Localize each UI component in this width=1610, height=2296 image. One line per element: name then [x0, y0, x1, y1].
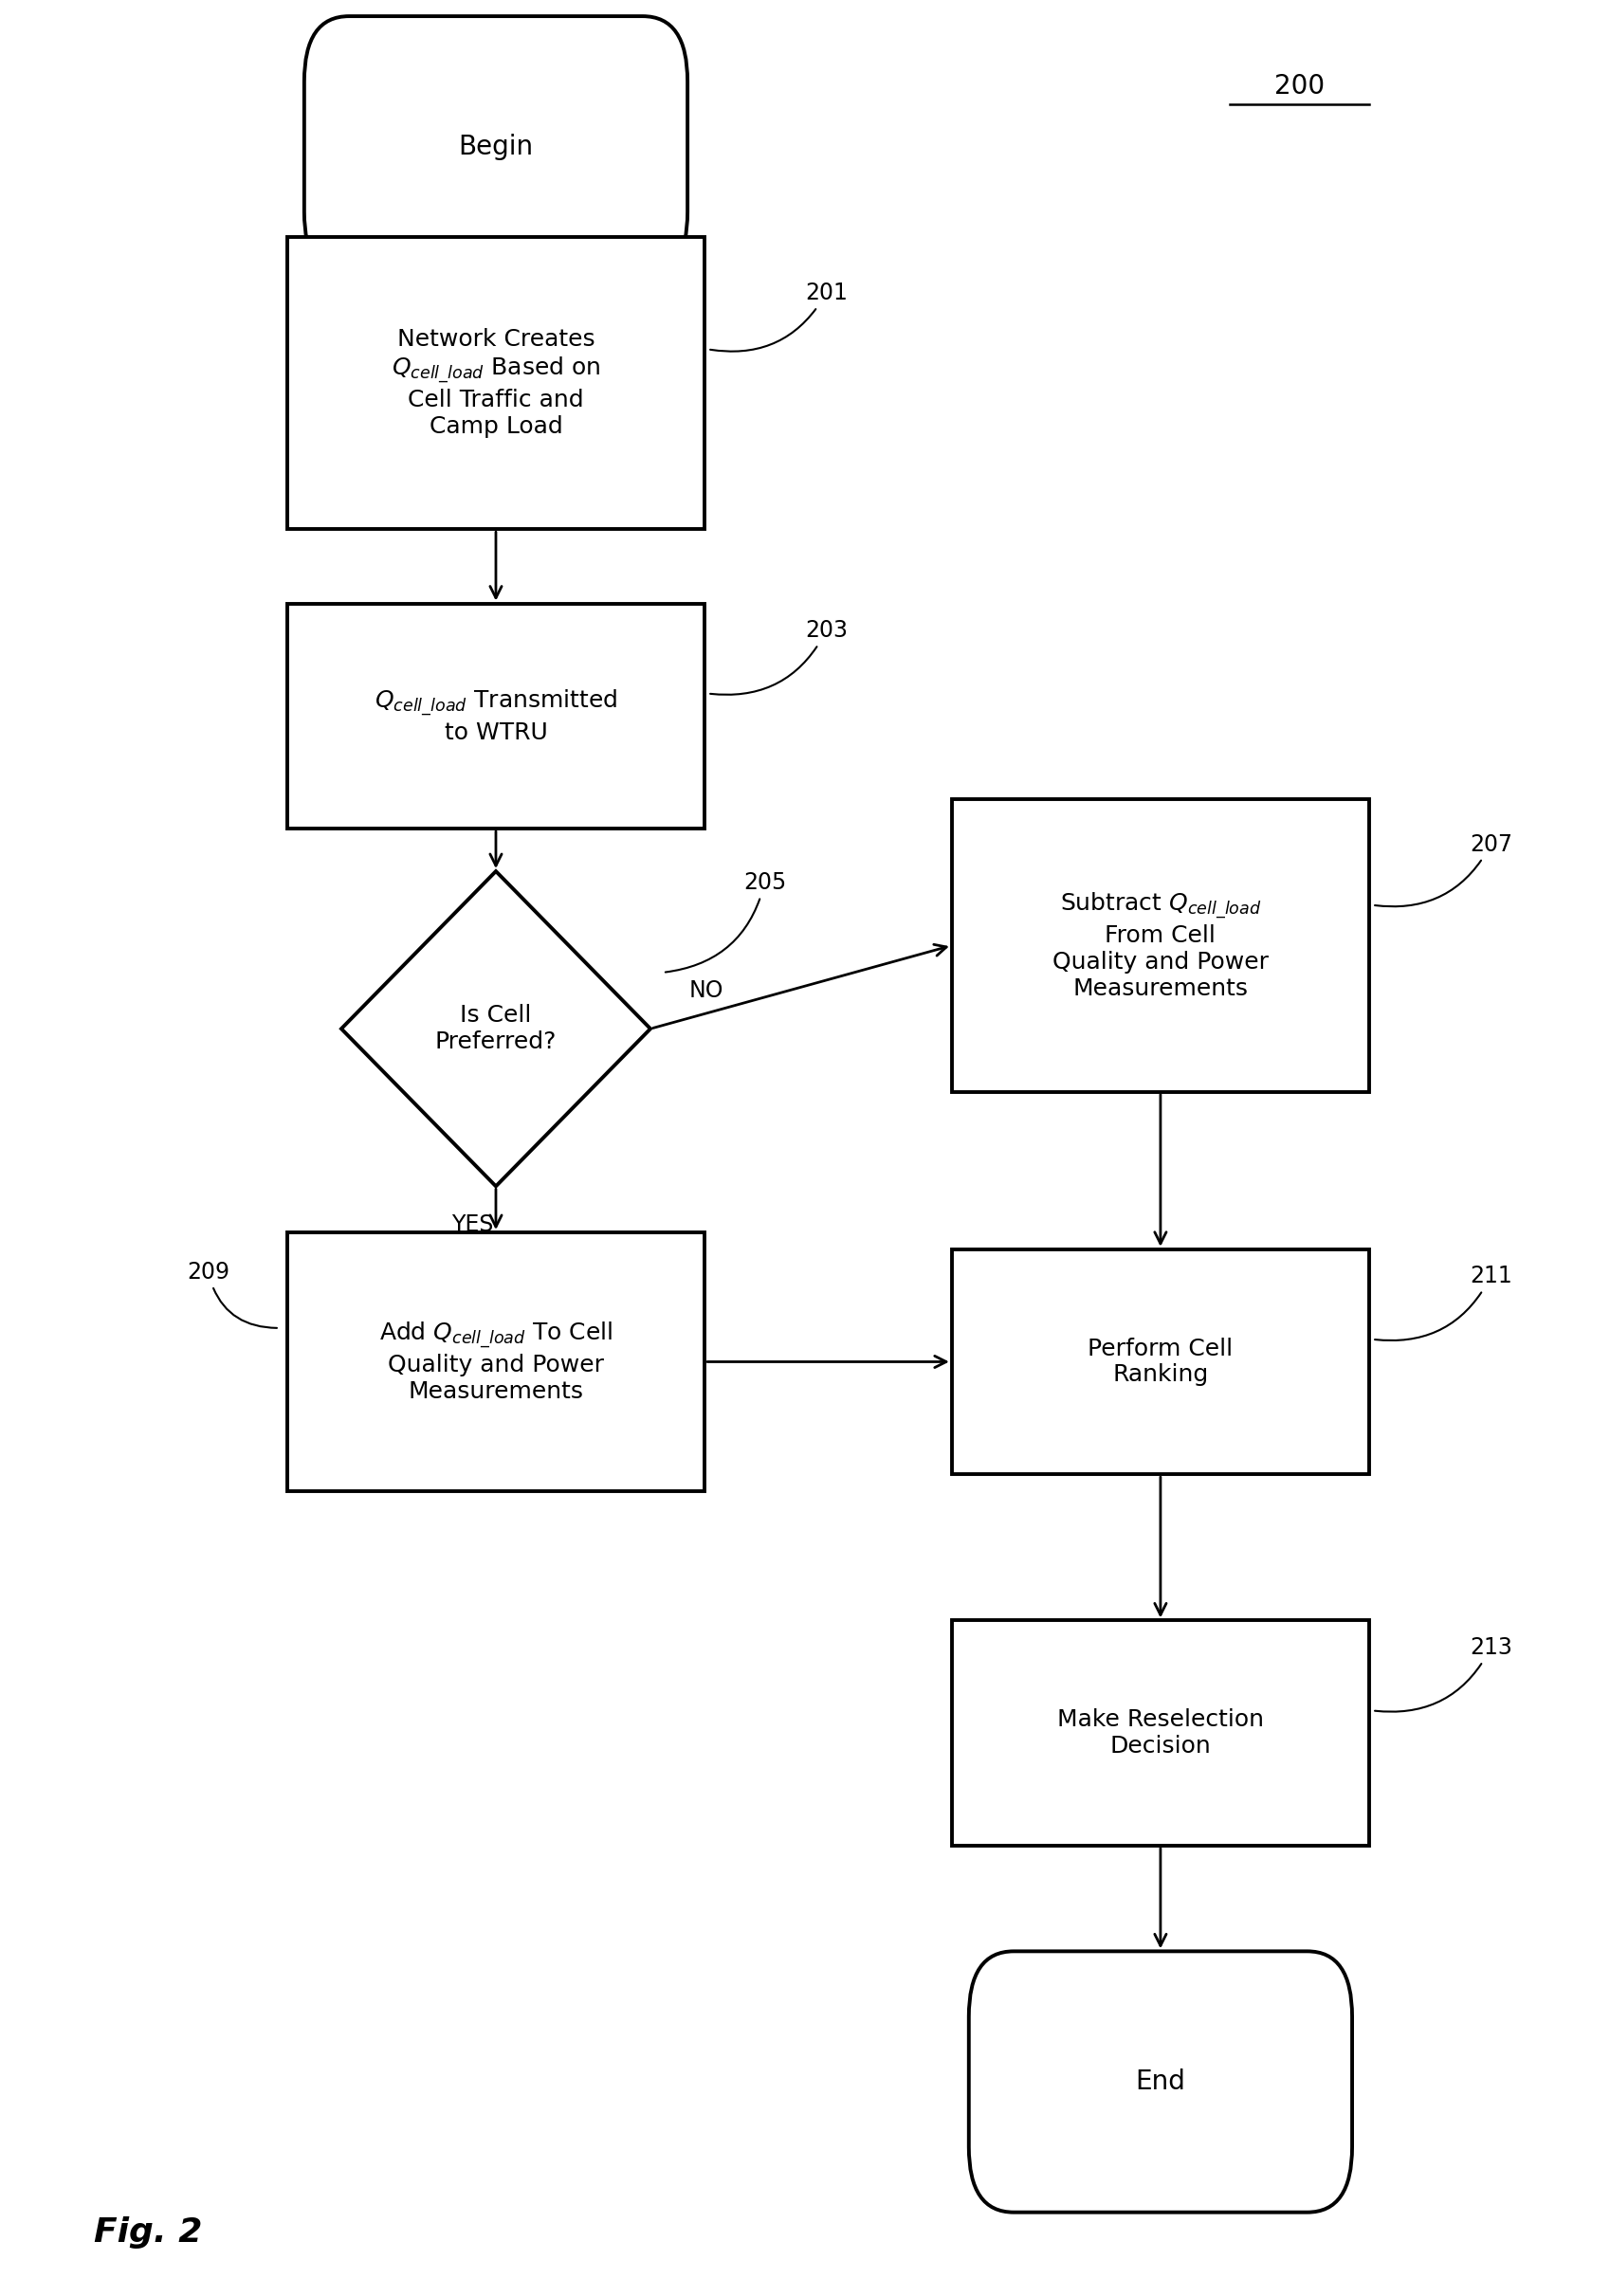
Text: 213: 213 [1375, 1637, 1512, 1713]
Text: $Q_{cell\_load}$ Transmitted
to WTRU: $Q_{cell\_load}$ Transmitted to WTRU [375, 689, 617, 744]
Text: 200: 200 [1275, 73, 1325, 99]
FancyBboxPatch shape [969, 1952, 1352, 2213]
Text: NO: NO [689, 978, 723, 1001]
Text: Fig. 2: Fig. 2 [93, 2216, 203, 2248]
Text: YES: YES [452, 1212, 494, 1235]
Polygon shape [341, 870, 650, 1187]
Text: 209: 209 [187, 1261, 277, 1327]
Text: 205: 205 [665, 870, 786, 971]
Text: 201: 201 [710, 282, 847, 351]
Bar [287, 236, 705, 530]
Bar [952, 799, 1368, 1093]
Text: 207: 207 [1375, 833, 1512, 907]
Text: Is Cell
Preferred?: Is Cell Preferred? [435, 1003, 557, 1054]
Text: Add $Q_{cell\_load}$ To Cell
Quality and Power
Measurements: Add $Q_{cell\_load}$ To Cell Quality and… [378, 1320, 613, 1403]
Bar [287, 604, 705, 829]
Bar [952, 1621, 1368, 1846]
Text: Perform Cell
Ranking: Perform Cell Ranking [1088, 1336, 1233, 1387]
Bar [952, 1249, 1368, 1474]
Text: Make Reselection
Decision: Make Reselection Decision [1058, 1708, 1264, 1756]
Text: 203: 203 [710, 620, 848, 696]
Text: End: End [1135, 2069, 1185, 2094]
Text: Network Creates
$Q_{cell\_load}$ Based on
Cell Traffic and
Camp Load: Network Creates $Q_{cell\_load}$ Based o… [391, 328, 601, 439]
Text: Begin: Begin [459, 133, 533, 161]
Text: Subtract $Q_{cell\_load}$
From Cell
Quality and Power
Measurements: Subtract $Q_{cell\_load}$ From Cell Qual… [1053, 891, 1269, 1001]
Text: 211: 211 [1375, 1265, 1512, 1341]
Bar [287, 1233, 705, 1490]
FancyBboxPatch shape [304, 16, 687, 278]
